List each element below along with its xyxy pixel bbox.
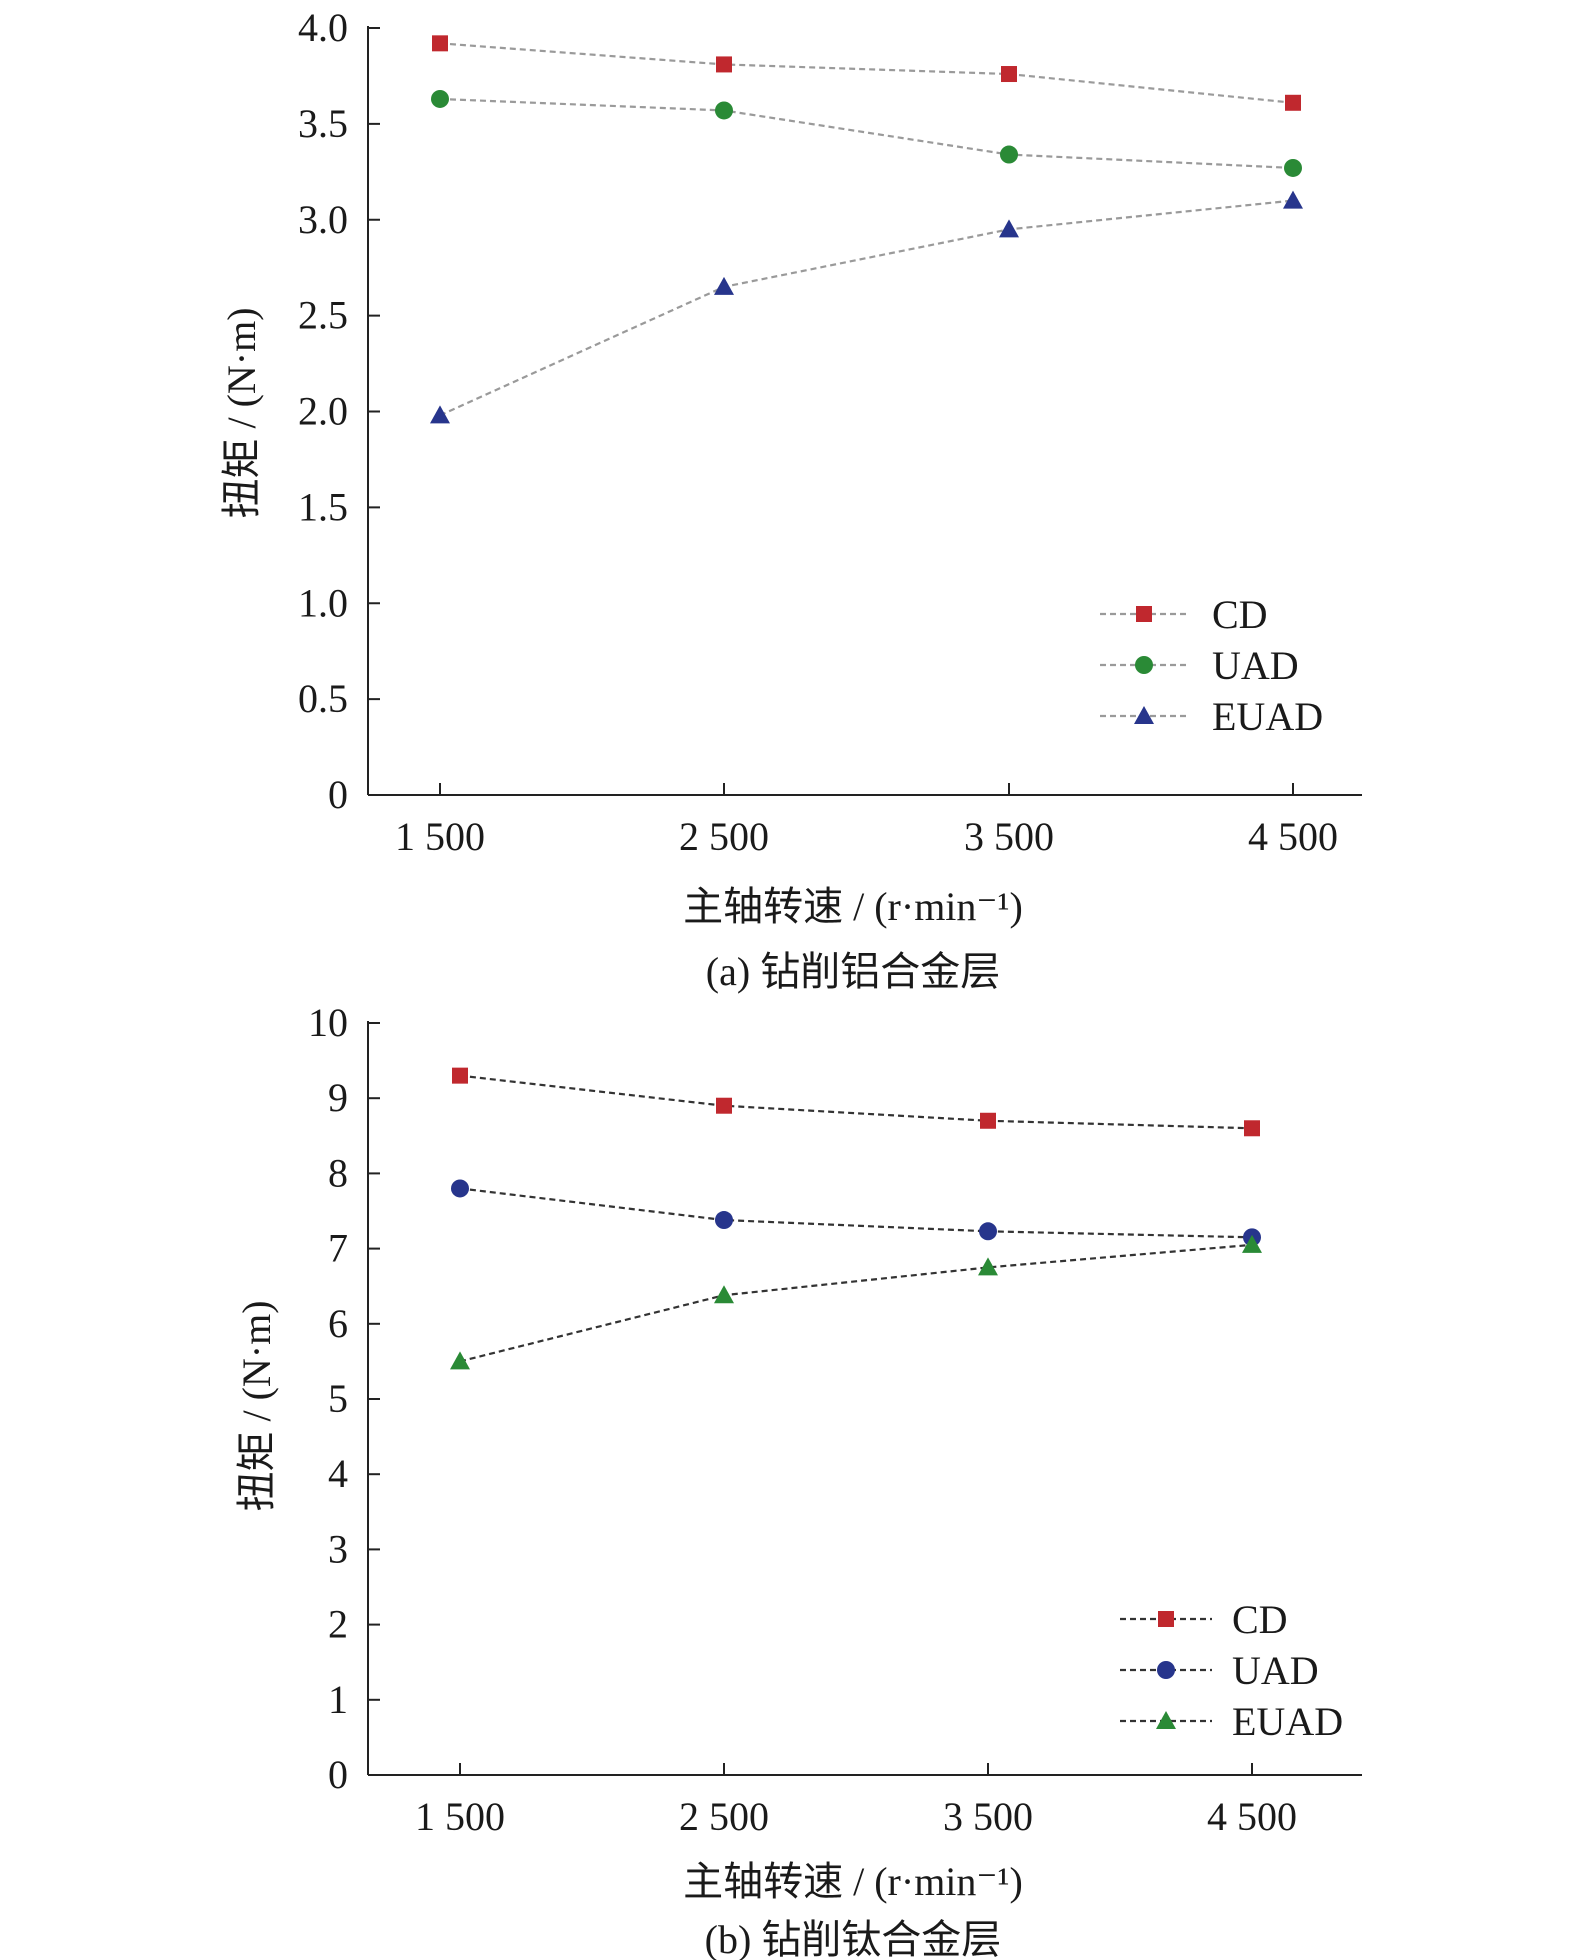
data-point [716, 1097, 732, 1114]
series-line [439, 42, 1294, 104]
series-cd [432, 35, 1301, 111]
data-point [1284, 158, 1302, 177]
y-tick-label: 5 [328, 1376, 348, 1421]
x-tick-label: 1 500 [395, 814, 485, 859]
data-point [978, 1257, 998, 1276]
data-point [431, 89, 449, 108]
y-tick-label: 10 [308, 1000, 348, 1045]
y-tick-label: 3 [328, 1526, 348, 1571]
x-tick-label: 4 500 [1207, 1794, 1297, 1839]
legend-marker [1156, 1711, 1176, 1729]
chart-caption: (b) 钻削钛合金层 [705, 1917, 1002, 1960]
legend: CD UAD EUAD [1120, 1597, 1343, 1744]
y-axis-title: 扭矩 / (N·m) [234, 1300, 279, 1511]
legend-label: UAD [1212, 643, 1299, 688]
series-line [459, 1243, 1253, 1363]
data-point [716, 56, 732, 73]
data-point [430, 405, 450, 424]
legend: CD UAD EUAD [1100, 592, 1323, 739]
y-tick-label: 9 [328, 1075, 348, 1120]
series-line [439, 97, 1294, 170]
series-euad [450, 1234, 1262, 1370]
data-point [450, 1351, 470, 1370]
y-tick-label: 1 [328, 1677, 348, 1722]
data-point [432, 35, 448, 52]
y-tick-label: 3.0 [298, 197, 348, 242]
y-tick-label: 8 [328, 1150, 348, 1195]
y-tick-label: 2.0 [298, 389, 348, 434]
x-tick-label: 3 500 [964, 814, 1054, 859]
series-line [439, 199, 1294, 417]
y-tick-label: 1.5 [298, 484, 348, 529]
y-tick-label: 6 [328, 1301, 348, 1346]
y-tick-label: 4.0 [298, 5, 348, 50]
data-point [714, 276, 734, 295]
data-point [1000, 145, 1018, 164]
y-axis-title: 扭矩 / (N·m) [219, 307, 264, 518]
legend-marker [1136, 606, 1152, 622]
legend-label: CD [1232, 1597, 1288, 1642]
legend-label: CD [1212, 592, 1268, 637]
y-tick-label: 2 [328, 1602, 348, 1647]
legend-label: EUAD [1232, 1699, 1343, 1744]
y-tick-label: 7 [328, 1226, 348, 1271]
legend-marker [1157, 1661, 1175, 1679]
x-tick-label: 2 500 [679, 814, 769, 859]
data-point [715, 101, 733, 120]
chart-a: 0 0.5 1.0 1.5 2.0 2.5 3.0 3.5 4.0 1 500 2 500 3 500… [219, 5, 1362, 994]
series-line [459, 1187, 1253, 1239]
y-tick-label: 0 [328, 772, 348, 817]
data-point [451, 1179, 469, 1198]
y-tick-label: 3.5 [298, 101, 348, 146]
series-uad [431, 89, 1302, 177]
chart-b: 0 1 2 3 4 5 6 7 8 9 10 1 500 2 500 3 500 4 500 主轴转速 / (… [234, 1000, 1362, 1960]
chart-caption: (a) 钻削铝合金层 [706, 949, 1000, 994]
x-axis-title: 主轴转速 / (r·min⁻¹) [683, 1859, 1023, 1904]
legend-label: EUAD [1212, 694, 1323, 739]
series-line [459, 1074, 1253, 1130]
series-uad [451, 1179, 1261, 1247]
y-tick-label: 0 [328, 1752, 348, 1797]
data-point [1285, 94, 1301, 111]
data-point [714, 1285, 734, 1304]
y-tick-label: 2.5 [298, 293, 348, 338]
data-point [715, 1211, 733, 1230]
data-point [999, 219, 1019, 238]
y-tick-label: 4 [328, 1451, 348, 1496]
data-point [1244, 1120, 1260, 1137]
data-point [1242, 1234, 1262, 1253]
data-point [1001, 66, 1017, 83]
series-cd [452, 1067, 1260, 1137]
x-axis-title: 主轴转速 / (r·min⁻¹) [683, 884, 1023, 929]
legend-marker [1134, 706, 1154, 724]
x-tick-label: 2 500 [679, 1794, 769, 1839]
x-tick-label: 3 500 [943, 1794, 1033, 1839]
legend-marker [1158, 1611, 1174, 1627]
data-point [979, 1222, 997, 1241]
series-euad [430, 190, 1303, 424]
legend-marker [1135, 656, 1153, 674]
x-tick-label: 1 500 [415, 1794, 505, 1839]
x-tick-label: 4 500 [1248, 814, 1338, 859]
y-tick-label: 0.5 [298, 676, 348, 721]
y-tick-label: 1.0 [298, 580, 348, 625]
data-point [980, 1112, 996, 1129]
legend-label: UAD [1232, 1648, 1319, 1693]
data-point [452, 1067, 468, 1084]
data-point [1283, 190, 1303, 209]
